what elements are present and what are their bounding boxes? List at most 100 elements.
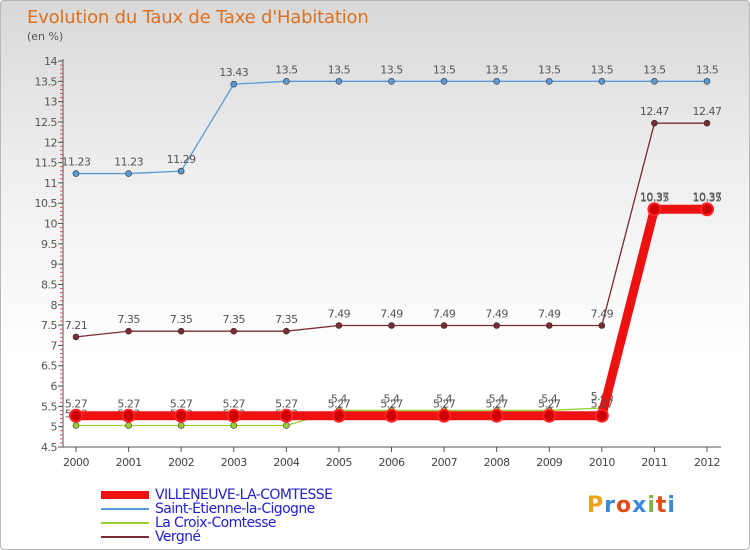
series-0-point (388, 78, 395, 85)
series-1-point (545, 322, 553, 329)
series-3-data-label: 5.27 (170, 398, 193, 411)
x-tick-label: 2000 (63, 456, 89, 469)
series-3-point (279, 408, 294, 423)
series-1-data-label: 7.49 (538, 308, 561, 321)
y-tick-label: 11 (44, 177, 57, 190)
x-tick-label: 2002 (168, 456, 194, 469)
series-3-point (489, 408, 504, 423)
series-0-point (230, 80, 238, 88)
series-3-data-label: 10.35 (640, 191, 669, 204)
series-2-point (72, 422, 80, 429)
legend-swatch-vergne (101, 536, 149, 538)
y-tick-label: 10.5 (35, 197, 58, 210)
legend-label-la-croix: La Croix-Comtesse (155, 515, 277, 531)
series-3-point (542, 408, 557, 423)
chart-legend: VILLENEUVE-LA-COMTESSE Saint-Étienne-la-… (101, 488, 333, 545)
y-tick-label: 5 (51, 421, 58, 434)
series-0-point (125, 170, 132, 177)
series-2-point (230, 422, 238, 429)
series-0-data-label: 11.23 (62, 156, 91, 169)
x-tick-label: 2004 (273, 456, 299, 469)
y-tick-label: 11.5 (35, 157, 58, 170)
legend-item-saint-etienne: Saint-Étienne-la-Cigogne (101, 502, 332, 516)
series-3-data-label: 10.35 (693, 191, 722, 204)
series-0-point (177, 167, 185, 175)
y-tick-label: 12.5 (35, 116, 58, 129)
series-1-point (125, 327, 132, 335)
series-0-data-label: 13.5 (538, 63, 561, 76)
chart-title: Evolution du Taux de Taxe d'Habitation (27, 7, 369, 28)
series-1-data-label: 7.35 (170, 313, 193, 326)
legend-item-la-croix: La Croix-Comtesse (101, 516, 332, 530)
series-2-data-label: 5.4 (331, 392, 347, 405)
series-3-data-label: 5.27 (591, 398, 614, 411)
x-tick-label: 2005 (326, 456, 352, 469)
series-3-point (594, 408, 609, 423)
series-2-point (125, 422, 132, 429)
legend-label-vergne: Vergné (155, 529, 201, 545)
series-2-data-label: 5.4 (541, 392, 557, 405)
series-1-data-label: 12.47 (693, 105, 722, 118)
y-tick-label: 7.5 (41, 319, 57, 332)
x-tick-label: 2003 (221, 456, 247, 469)
x-tick-label: 2011 (641, 456, 667, 469)
series-1-point (230, 327, 238, 335)
series-1-data-label: 7.21 (65, 319, 88, 332)
series-1-point (703, 119, 711, 127)
series-0-data-label: 13.5 (591, 63, 614, 76)
x-tick-label: 2008 (484, 456, 510, 469)
series-0-data-label: 13.5 (696, 63, 719, 76)
series-3-data-label: 5.27 (328, 398, 351, 411)
series-0-data-label: 13.5 (275, 63, 298, 76)
series-1-point (493, 322, 500, 329)
series-3-point (121, 408, 136, 423)
series-0-data-label: 13.5 (643, 63, 666, 76)
x-tick-label: 2001 (116, 456, 142, 469)
legend-item-villeneuve: VILLENEUVE-LA-COMTESSE (101, 488, 333, 502)
y-tick-label: 14 (44, 55, 57, 68)
y-tick-label: 6 (51, 380, 58, 393)
series-1-point (177, 327, 185, 335)
series-0-data-label: 13.5 (328, 63, 351, 76)
series-1-point (72, 333, 80, 341)
series-3-point (647, 202, 662, 217)
series-0-point (283, 78, 290, 85)
series-1-data-label: 7.35 (223, 313, 246, 326)
series-1-data-label: 7.49 (380, 308, 403, 321)
series-1-point (440, 322, 448, 329)
y-tick-label: 8.5 (41, 278, 57, 291)
series-3-data-label: 5.27 (485, 398, 508, 411)
series-1-point (651, 119, 658, 127)
x-tick-label: 2006 (379, 456, 405, 469)
series-3-point (700, 202, 714, 217)
y-tick-label: 13.5 (35, 75, 58, 88)
series-2-data-label: 5.4 (489, 392, 505, 405)
series-0-data-label: 11.29 (167, 153, 196, 166)
series-3-point (437, 408, 452, 423)
y-tick-label: 12 (44, 136, 57, 149)
series-3-data-label: 5.27 (380, 398, 403, 411)
series-3-data-label: 5.27 (275, 398, 298, 411)
y-tick-label: 9 (51, 258, 58, 271)
y-tick-label: 7 (51, 339, 58, 352)
x-tick-label: 2007 (431, 456, 457, 469)
series-0-data-label: 13.43 (219, 66, 248, 79)
series-1-data-label: 7.35 (117, 313, 140, 326)
series-0-data-label: 11.23 (114, 156, 143, 169)
y-tick-label: 6.5 (41, 360, 57, 373)
series-3-point (69, 408, 83, 423)
series-1-data-label: 7.49 (591, 308, 614, 321)
series-2-data-label: 10.37 (640, 190, 669, 203)
series-1-data-label: 12.47 (640, 105, 669, 118)
y-tick-label: 9.5 (41, 238, 57, 251)
series-2-data-label: 5.4 (384, 392, 400, 405)
series-1-data-label: 7.49 (485, 308, 508, 321)
series-0-data-label: 13.5 (433, 63, 456, 76)
series-3-point (384, 408, 399, 423)
y-tick-label: 8 (51, 299, 58, 312)
legend-label-saint-etienne: Saint-Étienne-la-Cigogne (155, 501, 315, 517)
series-3-data-label: 5.27 (223, 398, 246, 411)
legend-swatch-la-croix (101, 522, 149, 524)
